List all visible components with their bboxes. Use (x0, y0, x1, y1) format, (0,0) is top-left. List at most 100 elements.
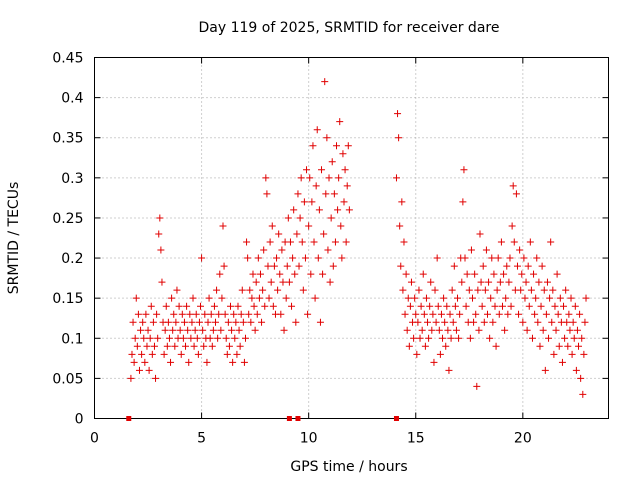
data-point (431, 286, 439, 294)
data-point (498, 302, 506, 310)
data-point (486, 334, 494, 342)
data-point (415, 286, 423, 294)
plot-frame (94, 57, 609, 419)
data-point (238, 286, 246, 294)
data-point (243, 238, 251, 246)
data-point (269, 302, 277, 310)
data-point (278, 246, 286, 254)
data-point (473, 382, 481, 390)
data-point (322, 190, 330, 198)
data-point (513, 262, 521, 270)
data-point (481, 286, 489, 294)
data-point (156, 214, 164, 222)
zero-marker (393, 416, 399, 421)
data-point (507, 302, 515, 310)
data-point (252, 278, 260, 286)
data-point (521, 294, 529, 302)
data-point (402, 270, 410, 278)
tick-layer (94, 57, 609, 419)
data-point (305, 222, 313, 230)
data-point (432, 318, 440, 326)
data-point (164, 318, 172, 326)
x-tick-label: 15 (407, 431, 425, 447)
data-point (226, 302, 234, 310)
data-point (230, 310, 238, 318)
data-point (410, 334, 418, 342)
data-point (518, 270, 526, 278)
data-point (177, 350, 185, 358)
data-point (504, 310, 512, 318)
data-point (405, 342, 413, 350)
data-point (470, 318, 478, 326)
data-point (461, 254, 469, 262)
data-point (425, 334, 433, 342)
data-point (220, 262, 228, 270)
data-point (284, 214, 292, 222)
data-point (292, 318, 300, 326)
data-point (248, 294, 256, 302)
data-point (440, 294, 448, 302)
data-point (139, 318, 147, 326)
data-point (140, 334, 148, 342)
data-point (153, 310, 161, 318)
data-point (186, 310, 194, 318)
data-point (567, 294, 575, 302)
data-point (129, 318, 137, 326)
data-point (191, 326, 199, 334)
data-point (411, 294, 419, 302)
data-point (285, 278, 293, 286)
data-point (175, 302, 183, 310)
data-point (510, 238, 518, 246)
data-point (344, 142, 352, 150)
data-point (501, 326, 509, 334)
data-point (172, 318, 180, 326)
data-point (155, 230, 163, 238)
y-tick-label: 0.25 (52, 211, 83, 227)
data-point (303, 166, 311, 174)
data-point (335, 174, 343, 182)
data-point (519, 318, 527, 326)
y-tick-label: 0.4 (61, 91, 83, 107)
data-point (190, 342, 198, 350)
data-point (144, 326, 152, 334)
data-point (412, 310, 420, 318)
data-point (413, 350, 421, 358)
data-point (555, 342, 563, 350)
data-point (127, 374, 135, 382)
data-point (276, 270, 284, 278)
data-point (212, 318, 220, 326)
data-point (189, 294, 197, 302)
data-point (546, 294, 554, 302)
data-point (419, 270, 427, 278)
data-point (490, 270, 498, 278)
data-point (478, 302, 486, 310)
grid-layer (94, 57, 609, 419)
data-point (255, 294, 263, 302)
data-point (538, 262, 546, 270)
data-point (265, 294, 273, 302)
data-point (205, 294, 213, 302)
y-tick-label: 0.1 (61, 331, 83, 347)
data-point (187, 334, 195, 342)
data-point (566, 326, 574, 334)
data-point (449, 318, 457, 326)
data-point (397, 262, 405, 270)
data-point (554, 310, 562, 318)
data-point (215, 310, 223, 318)
data-point (147, 302, 155, 310)
data-point (489, 318, 497, 326)
data-point (474, 286, 482, 294)
data-point (421, 342, 429, 350)
data-point (455, 334, 463, 342)
data-point (320, 230, 328, 238)
data-point (396, 222, 404, 230)
data-point (253, 310, 261, 318)
data-point (233, 350, 241, 358)
data-point (221, 310, 229, 318)
data-point (309, 142, 317, 150)
data-point (536, 342, 544, 350)
data-point (270, 262, 278, 270)
data-point (327, 214, 335, 222)
data-point (570, 334, 578, 342)
data-point (508, 222, 516, 230)
